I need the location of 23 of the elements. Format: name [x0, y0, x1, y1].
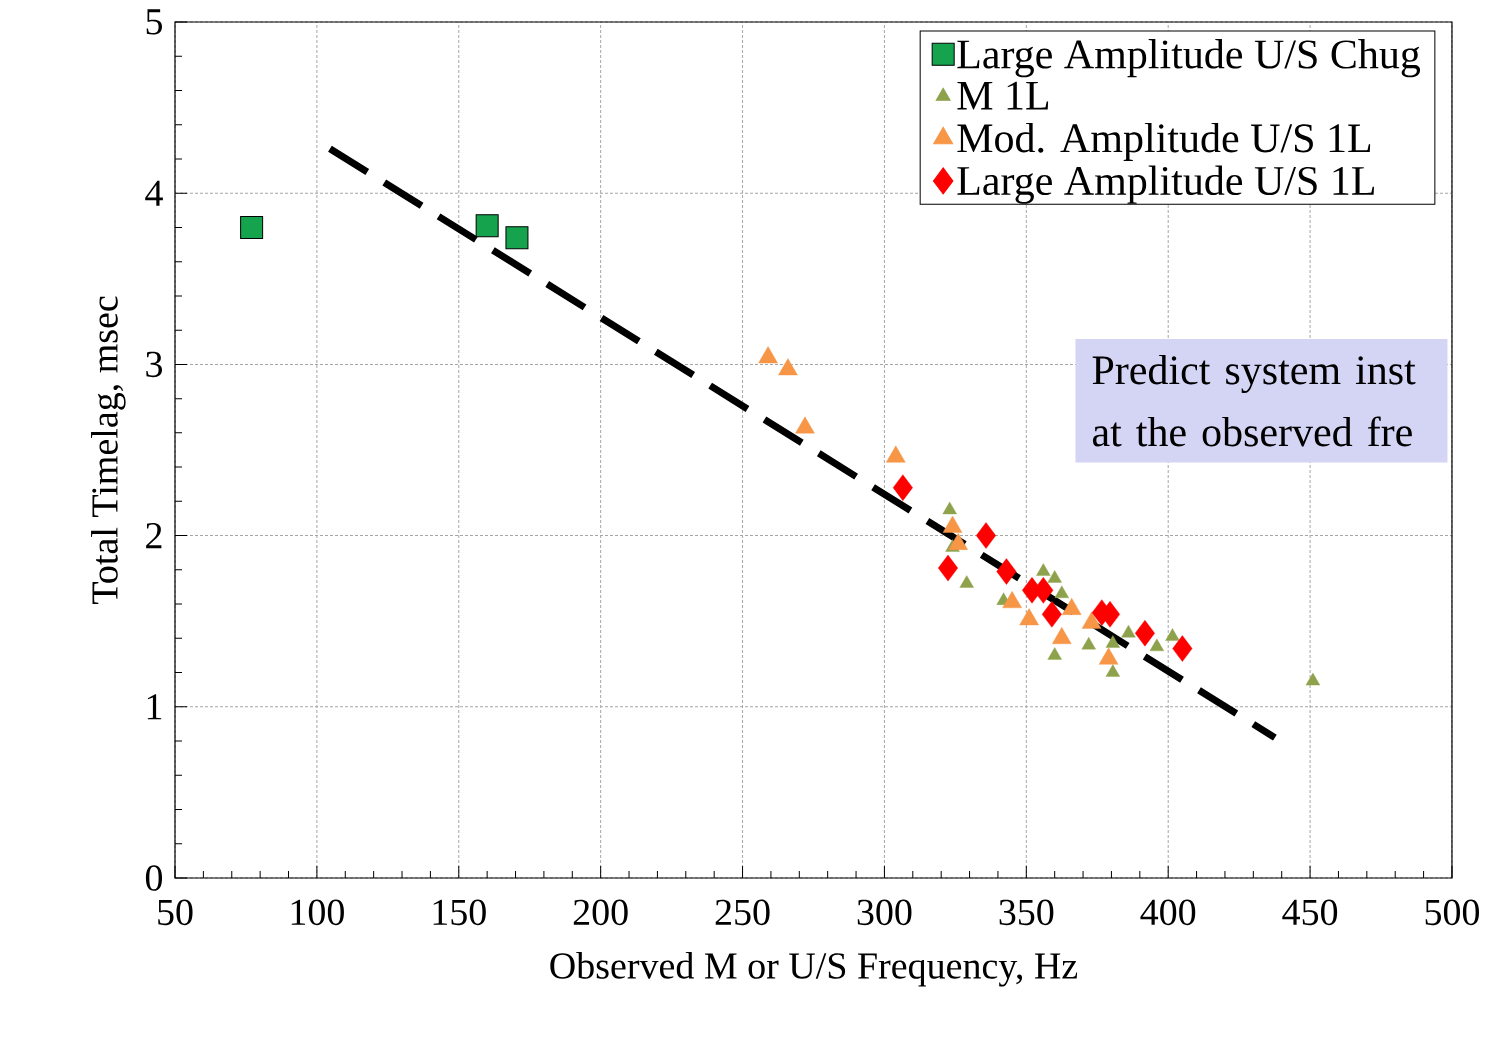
x-tick-label: 150	[433, 899, 486, 926]
x-tick-label: 450	[1282, 899, 1338, 926]
x-tick-label: 500	[1425, 899, 1480, 926]
x-tick-label: 50	[158, 899, 193, 926]
y-tick-label: 2	[146, 523, 162, 549]
annotation: Predict system inst at the observed fre	[1092, 354, 1416, 447]
legend-label: Mod. Amplitude U/S 1L	[957, 122, 1371, 161]
x-tick-label: 200	[573, 899, 628, 926]
x-tick-label: 100	[291, 899, 344, 926]
legend-label: M 1L	[957, 81, 1049, 110]
x-tick-label: 350	[999, 899, 1054, 926]
legend-label: Large Amplitude U/S Chug	[957, 39, 1421, 78]
y-tick-label: 5	[146, 9, 162, 35]
legend-label: Large Amplitude U/S 1L	[957, 165, 1374, 204]
x-tick-label: 250	[715, 899, 770, 926]
y-tick-label: 0	[145, 865, 163, 891]
x-tick-label: 400	[1140, 899, 1196, 926]
y-tick-label: 1	[147, 694, 162, 720]
y-tick-label: 4	[145, 180, 163, 206]
x-axis-title: Observed M or U/S Frequency, Hz	[550, 952, 1078, 987]
x-tick-label: 300	[857, 899, 912, 926]
y-tick-label: 3	[146, 351, 162, 378]
y-axis-title: Total Timelag, msec	[91, 296, 126, 604]
